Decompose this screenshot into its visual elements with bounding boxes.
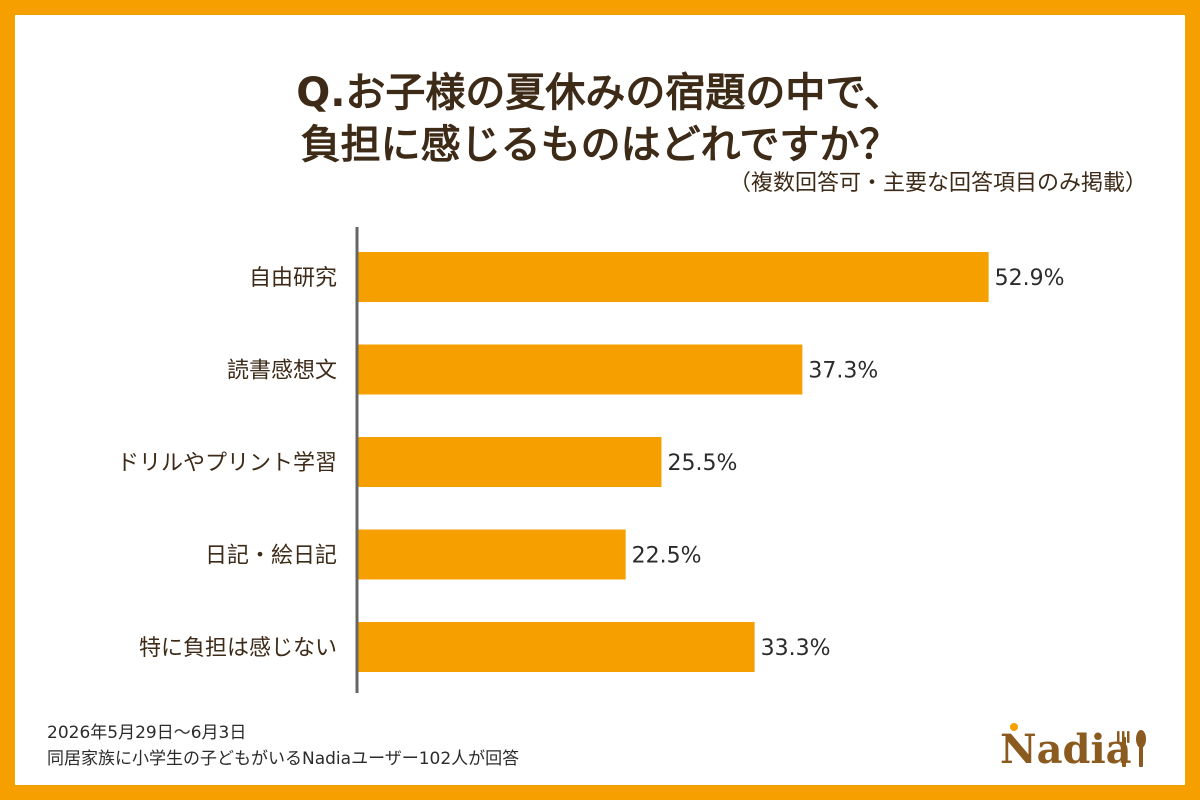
value-label-4: 33.3% [761,636,831,661]
chart-subtitle: （複数回答可・主要な回答項目のみ掲載） [728,171,1147,196]
bar-4 [357,622,755,672]
chart-title-line-2: 負担に感じるものはどれですか？ [300,122,900,168]
category-label-2: ドリルやプリント学習 [117,451,337,476]
nadia-logo: Nadia [1000,723,1146,773]
flower-icon [1010,723,1018,731]
category-label-0: 自由研究 [249,266,337,291]
value-label-3: 22.5% [632,544,702,569]
survey-respondents: 同居家族に小学生の子どもがいるNadiaユーザー102人が回答 [47,749,520,769]
bar-chart: 自由研究 52.9% 読書感想文 37.3% ドリルやプリント学習 25.5% 日記・絵日記… [117,227,1065,693]
survey-period: 2026年5月29日〜6月3日 [47,723,247,743]
chart-title: Q.お子様の夏休みの宿題の中で、 負担に感じるものはどれですか？ [15,67,1185,171]
chart-title-line-1: Q.お子様の夏休みの宿題の中で、 [296,70,904,116]
bars-layer: 自由研究 52.9% 読書感想文 37.3% ドリルやプリント学習 25.5% 日記・絵日記… [117,252,1065,672]
category-label-3: 日記・絵日記 [205,544,337,569]
bar-2 [357,437,662,487]
survey-footnote: 2026年5月29日〜6月3日 同居家族に小学生の子どもがいるNadiaユーザー… [47,720,519,772]
utensils-icon [1117,730,1146,767]
chart-card: Q.お子様の夏休みの宿題の中で、 負担に感じるものはどれですか？ （複数回答可・… [15,15,1185,785]
bar-1 [357,344,803,395]
bar-0 [357,252,989,302]
category-label-4: 特に負担は感じない [139,636,337,661]
value-label-0: 52.9% [995,266,1065,291]
value-label-1: 37.3% [808,359,878,384]
category-label-1: 読書感想文 [227,359,337,384]
bar-3 [357,529,626,580]
value-label-2: 25.5% [667,451,737,476]
nadia-logo-text: Nadia [1000,726,1132,773]
